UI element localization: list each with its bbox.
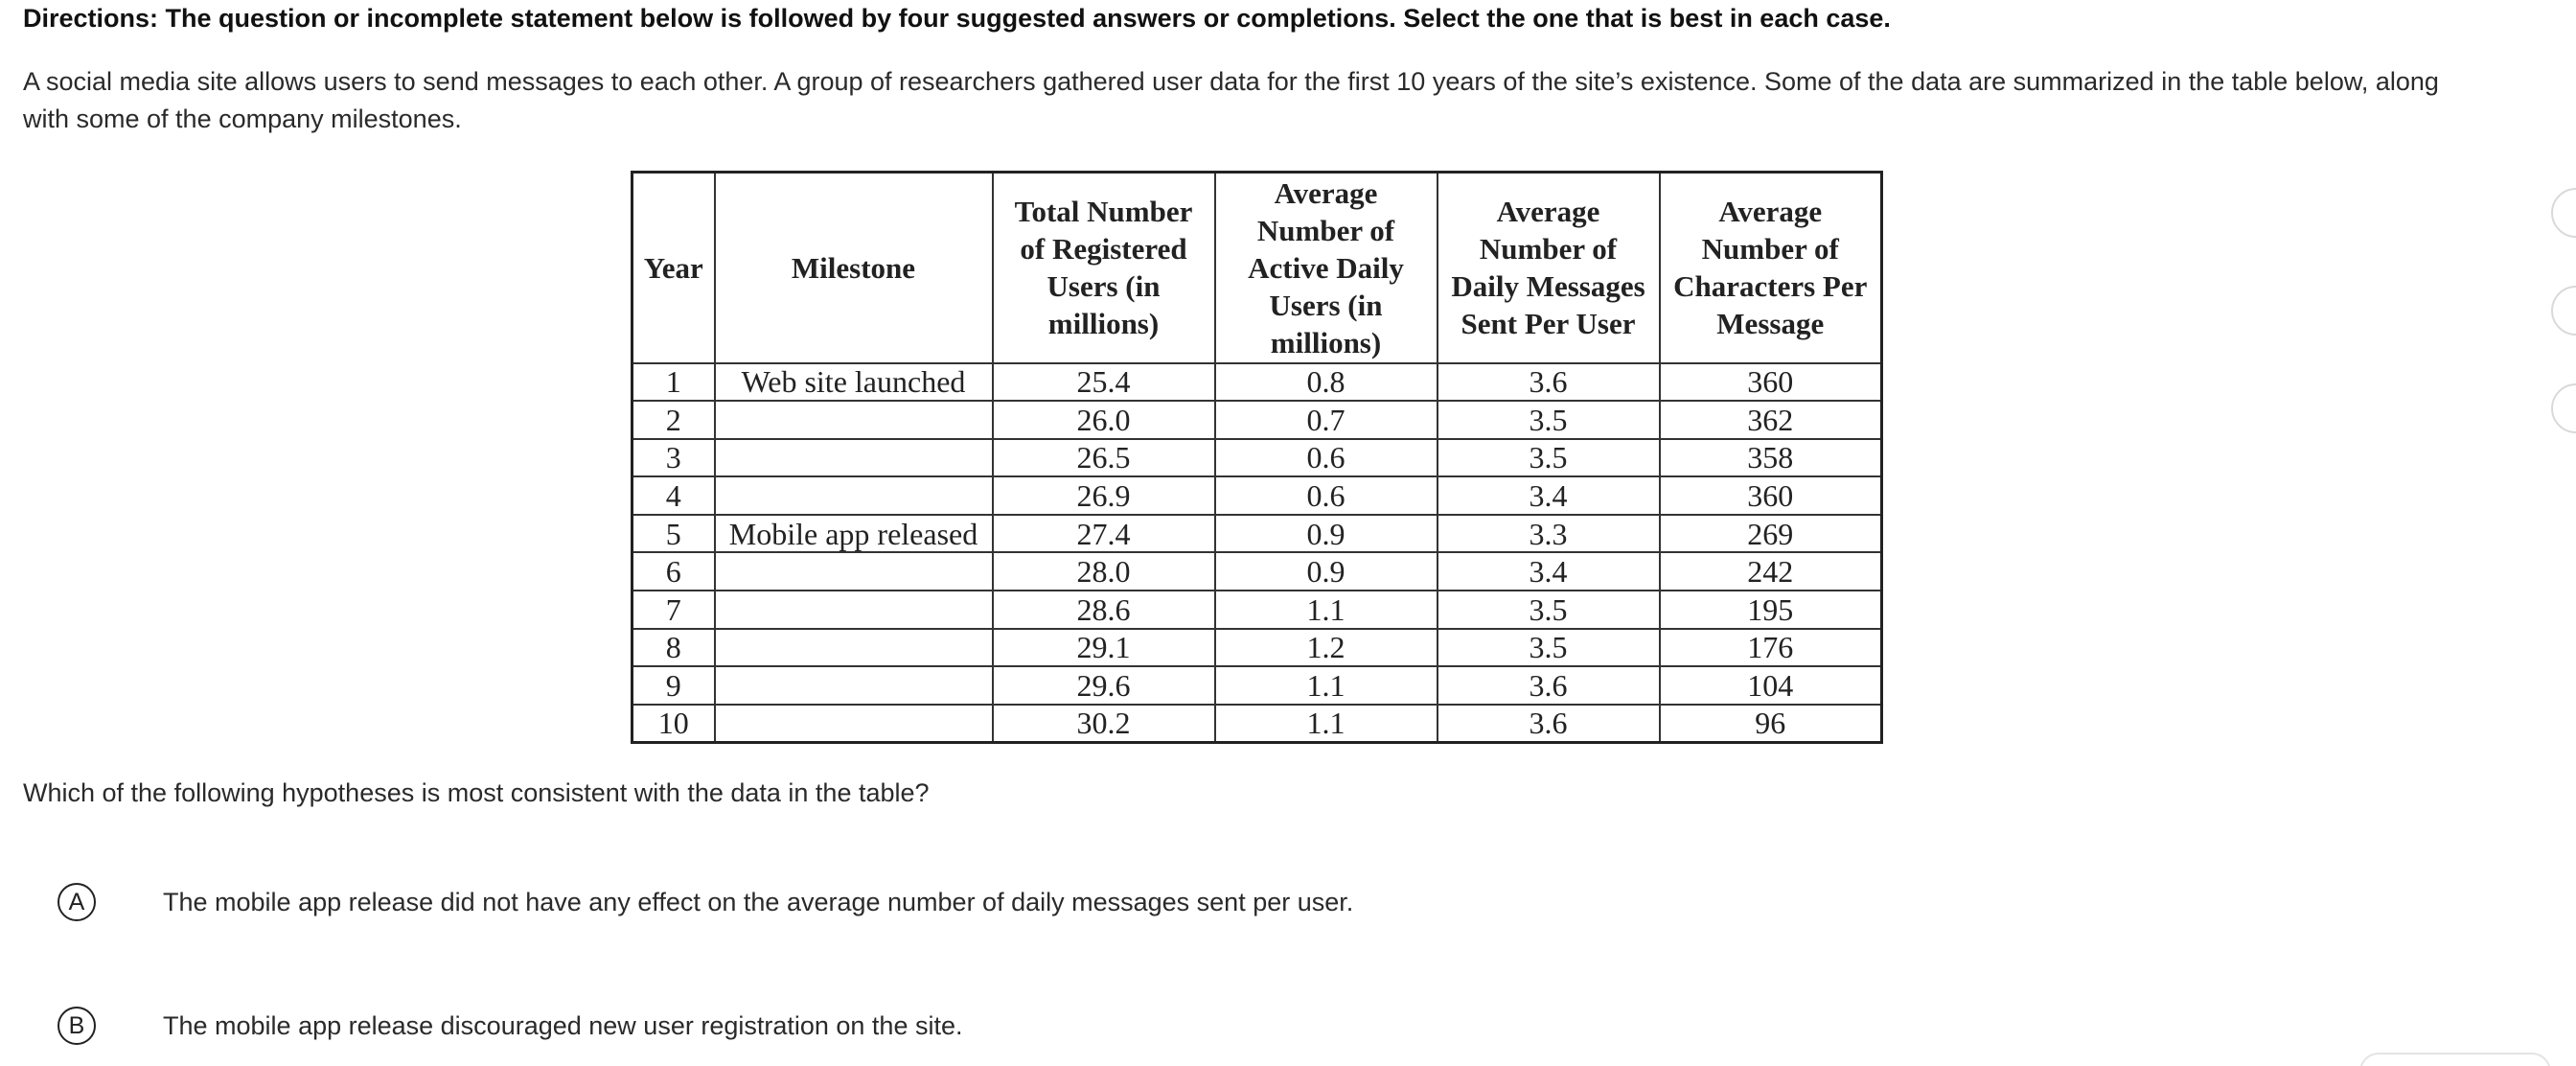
table-row: 2 26.0 0.7 3.5 362: [631, 400, 1883, 440]
table-row: 5 Mobile app released 27.4 0.9 3.3 269: [631, 513, 1883, 554]
cell-milestone: [713, 437, 994, 478]
header-milestone: Milestone: [713, 171, 994, 364]
table-row: 1 Web site launched 25.4 0.8 3.6 360: [631, 361, 1883, 403]
cell-daily-messages: 3.5: [1436, 437, 1661, 478]
cell-characters-per-message: 358: [1658, 437, 1883, 478]
cell-registered-users: 26.0: [991, 400, 1216, 440]
cell-characters-per-message: 242: [1658, 551, 1883, 592]
cell-daily-messages: 3.5: [1436, 590, 1661, 630]
cell-characters-per-message: 176: [1658, 627, 1883, 668]
cell-characters-per-message: 96: [1658, 703, 1883, 744]
cell-year: 8: [631, 627, 716, 668]
cell-milestone: [713, 551, 994, 592]
cell-daily-messages: 3.5: [1436, 627, 1661, 668]
cell-characters-per-message: 269: [1658, 513, 1883, 554]
cell-daily-messages: 3.3: [1436, 513, 1661, 554]
table-row: 8 29.1 1.2 3.5 176: [631, 627, 1883, 668]
cell-daily-messages: 3.6: [1436, 361, 1661, 403]
question-text: Which of the following hypotheses is mos…: [23, 778, 930, 807]
cell-characters-per-message: 104: [1658, 665, 1883, 706]
cell-active-daily-users: 0.6: [1213, 437, 1438, 478]
cell-registered-users: 30.2: [991, 703, 1216, 744]
choice-b-text[interactable]: The mobile app release discouraged new u…: [163, 1010, 963, 1040]
stimulus-text: A social media site allows users to send…: [23, 67, 2439, 133]
side-tool-button[interactable]: [2551, 286, 2576, 336]
choice-a-text[interactable]: The mobile app release did not have any …: [163, 887, 1354, 916]
table-body: 1 Web site launched 25.4 0.8 3.6 360 2 26.0 0.7 3…: [631, 361, 1883, 744]
directions-text: Directions: The question or incomplete s…: [23, 4, 1891, 33]
header-registered-users: Total Number of Registered Users (in mil…: [991, 171, 1216, 364]
cell-year: 4: [631, 475, 716, 516]
cell-year: 1: [631, 361, 716, 403]
cell-registered-users: 28.6: [991, 590, 1216, 630]
cell-registered-users: 26.9: [991, 475, 1216, 516]
cell-characters-per-message: 360: [1658, 475, 1883, 516]
table-row: 3 26.5 0.6 3.5 358: [631, 437, 1883, 478]
cell-registered-users: 25.4: [991, 361, 1216, 403]
cell-milestone: Mobile app released: [713, 513, 994, 554]
cell-active-daily-users: 1.2: [1213, 627, 1438, 668]
cell-daily-messages: 3.6: [1436, 665, 1661, 706]
cell-year: 5: [631, 513, 716, 554]
cell-year: 6: [631, 551, 716, 592]
header-active-daily-users: Average Number of Active Daily Users (in…: [1213, 171, 1438, 364]
cell-characters-per-message: 362: [1658, 400, 1883, 440]
cell-active-daily-users: 0.7: [1213, 400, 1438, 440]
cell-year: 9: [631, 665, 716, 706]
cell-active-daily-users: 0.8: [1213, 361, 1438, 403]
cell-milestone: [713, 703, 994, 744]
data-table-container: Year Milestone Total Number of Registere…: [631, 171, 1883, 744]
choice-a[interactable]: A The mobile app release did not have an…: [58, 883, 1353, 921]
cell-characters-per-message: 195: [1658, 590, 1883, 630]
table-row: 6 28.0 0.9 3.4 242: [631, 551, 1883, 592]
cell-year: 3: [631, 437, 716, 478]
header-year: Year: [631, 171, 716, 364]
header-daily-messages: Average Number of Daily Messages Sent Pe…: [1436, 171, 1661, 364]
table-header-row: Year Milestone Total Number of Registere…: [631, 171, 1883, 364]
choice-b[interactable]: B The mobile app release discouraged new…: [58, 1007, 962, 1045]
cell-active-daily-users: 0.9: [1213, 551, 1438, 592]
cell-year: 10: [631, 703, 716, 744]
cell-active-daily-users: 1.1: [1213, 665, 1438, 706]
cell-active-daily-users: 1.1: [1213, 703, 1438, 744]
cell-registered-users: 26.5: [991, 437, 1216, 478]
cell-daily-messages: 3.4: [1436, 475, 1661, 516]
cell-active-daily-users: 1.1: [1213, 590, 1438, 630]
choice-b-radio[interactable]: B: [58, 1007, 96, 1045]
cell-milestone: [713, 400, 994, 440]
table-row: 9 29.6 1.1 3.6 104: [631, 665, 1883, 706]
side-tool-button[interactable]: [2551, 188, 2576, 238]
data-table: Year Milestone Total Number of Registere…: [631, 171, 1883, 744]
cell-active-daily-users: 0.6: [1213, 475, 1438, 516]
cell-milestone: Web site launched: [713, 361, 994, 403]
next-button[interactable]: [2359, 1053, 2551, 1066]
table-row: 4 26.9 0.6 3.4 360: [631, 475, 1883, 516]
cell-registered-users: 27.4: [991, 513, 1216, 554]
table-row: 7 28.6 1.1 3.5 195: [631, 590, 1883, 630]
cell-characters-per-message: 360: [1658, 361, 1883, 403]
cell-milestone: [713, 590, 994, 630]
side-tool-button[interactable]: [2551, 383, 2576, 433]
cell-daily-messages: 3.5: [1436, 400, 1661, 440]
choice-a-radio[interactable]: A: [58, 883, 96, 921]
cell-daily-messages: 3.6: [1436, 703, 1661, 744]
cell-daily-messages: 3.4: [1436, 551, 1661, 592]
cell-year: 2: [631, 400, 716, 440]
cell-registered-users: 29.6: [991, 665, 1216, 706]
cell-active-daily-users: 0.9: [1213, 513, 1438, 554]
cell-registered-users: 29.1: [991, 627, 1216, 668]
cell-milestone: [713, 627, 994, 668]
header-characters-per-message: Average Number of Characters Per Message: [1658, 171, 1883, 364]
cell-milestone: [713, 475, 994, 516]
table-row: 10 30.2 1.1 3.6 96: [631, 703, 1883, 744]
cell-year: 7: [631, 590, 716, 630]
cell-registered-users: 28.0: [991, 551, 1216, 592]
cell-milestone: [713, 665, 994, 706]
